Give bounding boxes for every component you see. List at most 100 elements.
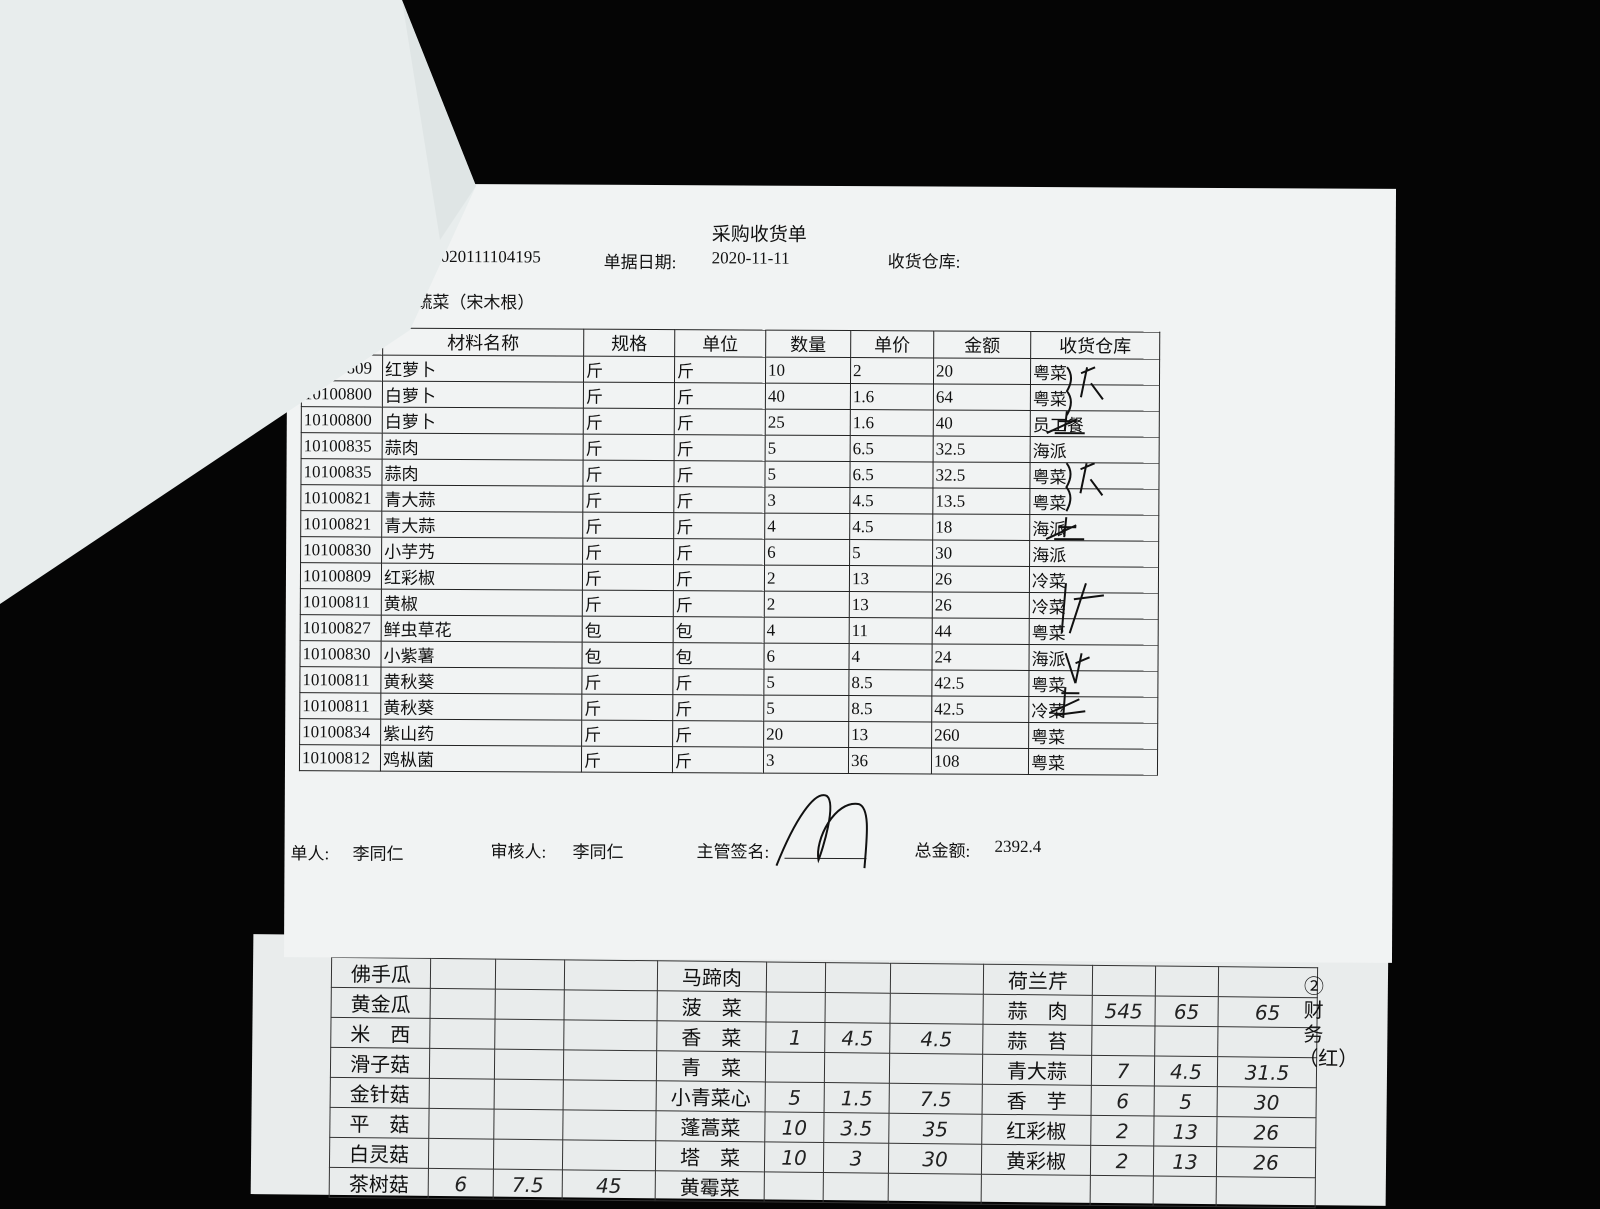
table-cell: 25 [765, 409, 851, 436]
table-cell: 蒜 苔 [982, 1024, 1092, 1056]
table-cell: 10 [764, 1111, 825, 1143]
table-cell: 44 [932, 617, 1030, 645]
table-cell: 45 [562, 1169, 656, 1201]
table-cell: 2 [764, 565, 850, 592]
table-cell: 斤 [582, 590, 674, 617]
table-cell: 小紫薯 [381, 641, 583, 669]
table-cell: 黄秋葵 [380, 693, 582, 721]
table-cell: 30 [1217, 1086, 1317, 1118]
table-cell [563, 1079, 657, 1111]
table-cell [430, 988, 496, 1020]
table-cell: 鸡枞菌 [380, 745, 582, 773]
table-cell [562, 1109, 657, 1141]
table-cell: 3 [763, 747, 849, 774]
table-cell: 10100800 [301, 380, 383, 408]
table-cell: 2 [1090, 1115, 1155, 1147]
table-cell: 5 [763, 695, 849, 722]
maker-name: 李同仁 [352, 844, 404, 864]
table-cell: 1 [765, 1021, 825, 1053]
table-cell: 蒜 肉 [982, 994, 1093, 1026]
table-cell: 11 [849, 617, 933, 644]
date-label: 单据日期: [603, 252, 677, 273]
table-cell: 红萝卜 [382, 355, 584, 383]
table-cell: 10100835 [300, 458, 383, 486]
table-cell: 米 西 [330, 1017, 431, 1049]
table-cell [981, 1174, 1091, 1206]
table-cell: 20 [763, 721, 849, 748]
table-cell: 32.5 [933, 435, 1031, 463]
table-row: 10100827 鲜虫草花包包 4 11 44 粤菜 [300, 614, 1159, 646]
table-cell: 黄金瓜 [331, 987, 431, 1019]
table-row: 10100809 红萝卜斤斤 10 2 20 粤菜 [301, 354, 1160, 386]
table-cell: 菠 菜 [657, 990, 767, 1022]
table-cell: 7 [1091, 1055, 1155, 1087]
table-cell: 包 [581, 642, 674, 669]
table-cell: 小青菜心 [656, 1080, 766, 1112]
table-cell: 蓬蒿菜 [655, 1110, 766, 1142]
table-cell: 蒜肉 [381, 459, 584, 487]
table-cell: 4.5 [1154, 1056, 1218, 1087]
table-cell: 6.5 [849, 461, 934, 488]
table-cell: 包 [672, 642, 765, 670]
table-cell: 2 [850, 357, 934, 384]
table-cell: 青大蒜 [381, 511, 583, 539]
table-cell [493, 1139, 563, 1170]
table-cell: 4.5 [849, 513, 933, 540]
table-cell: 斤 [582, 538, 674, 565]
table-cell: 4.5 [889, 1023, 983, 1055]
column-header: 材料名称 [382, 328, 584, 357]
table-cell [495, 989, 565, 1020]
reviewer-label: 审核人: [490, 842, 547, 862]
table-cell: 斤 [674, 356, 766, 384]
table-row: 10100821 青大蒜斤斤 4 4.5 18 海派 [300, 510, 1159, 542]
column-header: 数量 [765, 330, 851, 358]
column-header: 单价 [850, 330, 934, 358]
table-cell: 斤 [581, 694, 673, 721]
lower-sheet: 佛手瓜 马蹄肉 荷兰芹 黄金瓜菠 菜蒜 肉 545 65 65 米 西香 菜 1 4.5 4.5 蒜 … [250, 934, 1389, 1208]
table-cell: 平 菇 [329, 1107, 430, 1139]
table-cell: 13 [849, 565, 933, 592]
table-cell: 10100811 [299, 692, 381, 720]
table-cell: 斤 [583, 356, 675, 383]
table-cell: 4 [764, 513, 850, 540]
table-row: 10100812 鸡枞菌斤斤 3 36 108 粤菜 [299, 744, 1158, 776]
table-cell: 4.5 [849, 487, 933, 514]
table-cell: 13 [1153, 1146, 1217, 1177]
table-cell [1153, 1176, 1217, 1207]
table-cell [428, 1138, 494, 1170]
table-cell: 滑子菇 [330, 1047, 430, 1079]
table-cell [825, 962, 891, 994]
table-cell: 65 [1154, 996, 1219, 1027]
table-cell: 26 [1216, 1146, 1316, 1178]
table-cell: 斤 [673, 538, 765, 566]
table-cell: 36 [848, 747, 932, 774]
table-cell: 斤 [582, 460, 675, 487]
maker-label: 单人: [290, 844, 330, 864]
table-cell: 黄椒 [381, 589, 583, 617]
table-cell: 荷兰芹 [983, 964, 1093, 996]
table-cell: 斤 [674, 408, 766, 436]
date-value: 2020-11-11 [711, 248, 790, 268]
table-cell: 斤 [583, 408, 675, 435]
table-cell: 10100809 [300, 562, 382, 590]
table-cell: 10100821 [300, 510, 382, 538]
table-cell: 5 [765, 435, 851, 462]
table-cell: 斤 [581, 720, 673, 747]
table-cell: 260 [931, 721, 1029, 749]
table-cell [1090, 1175, 1154, 1207]
table-cell: 茶树菇 [329, 1167, 429, 1199]
table-cell: 斤 [583, 382, 675, 409]
table-row: 10100834 紫山药斤斤 20 13 260 粤菜 [299, 718, 1158, 750]
table-cell: 35 [888, 1113, 983, 1145]
column-header: 金额 [933, 330, 1031, 359]
handwritten-initials [1045, 366, 1105, 718]
table-cell: 3.5 [823, 1112, 890, 1144]
table-cell: 8.5 [848, 669, 932, 696]
table-cell: 斤 [673, 512, 765, 540]
table-cell [429, 1048, 495, 1080]
table-cell: 斤 [672, 668, 764, 696]
table-cell: 6.5 [850, 435, 934, 462]
doc-number: 12020111104195 [423, 246, 541, 267]
table-cell: 20 [933, 357, 1031, 385]
table-cell: 马蹄肉 [657, 960, 767, 992]
